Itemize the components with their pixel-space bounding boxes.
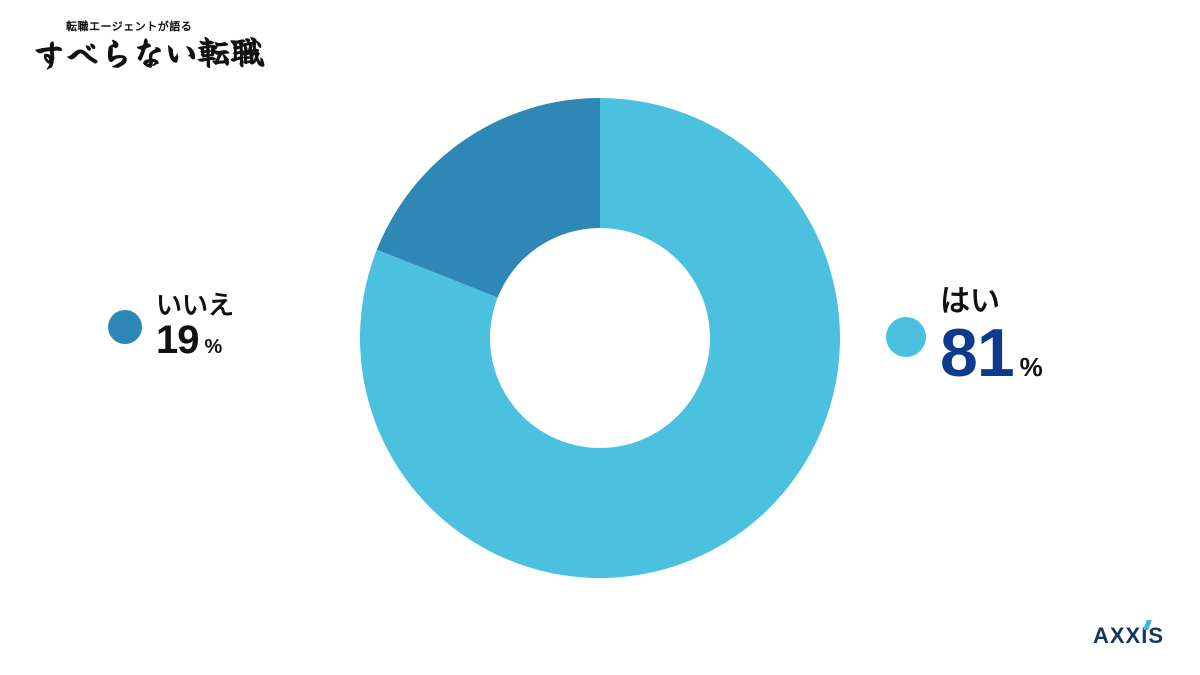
infographic-stage: 転職エージェントが語る すべらない転職 いいえ 19 % はい 81 % AXX…	[0, 0, 1200, 675]
footer-brand: AXXIS	[1093, 623, 1164, 649]
legend-no: いいえ 19 %	[108, 292, 234, 361]
brand-title: すべらない転職	[32, 32, 264, 72]
legend-yes-label: はい	[940, 286, 1043, 318]
legend-yes-value-row: 81 %	[940, 318, 1043, 389]
legend-no-percent: %	[205, 337, 223, 358]
legend-yes-textcol: はい 81 %	[940, 286, 1043, 389]
legend-yes-value: 81	[940, 318, 1014, 389]
legend-yes: はい 81 %	[886, 286, 1043, 389]
footer-text-pre: AXX	[1093, 623, 1141, 649]
footer-text-accent: I	[1141, 623, 1148, 649]
legend-no-label: いいえ	[156, 292, 234, 319]
legend-no-dot	[108, 310, 142, 344]
donut-chart	[360, 98, 840, 578]
legend-no-value: 19	[156, 319, 199, 361]
legend-yes-dot	[886, 317, 926, 357]
legend-yes-percent: %	[1020, 354, 1043, 381]
footer-text-post: S	[1148, 623, 1164, 649]
legend-no-value-row: 19 %	[156, 319, 234, 361]
brand-logo: 転職エージェントが語る すべらない転職	[32, 18, 263, 70]
donut-svg	[360, 98, 840, 578]
legend-no-textcol: いいえ 19 %	[156, 292, 234, 361]
